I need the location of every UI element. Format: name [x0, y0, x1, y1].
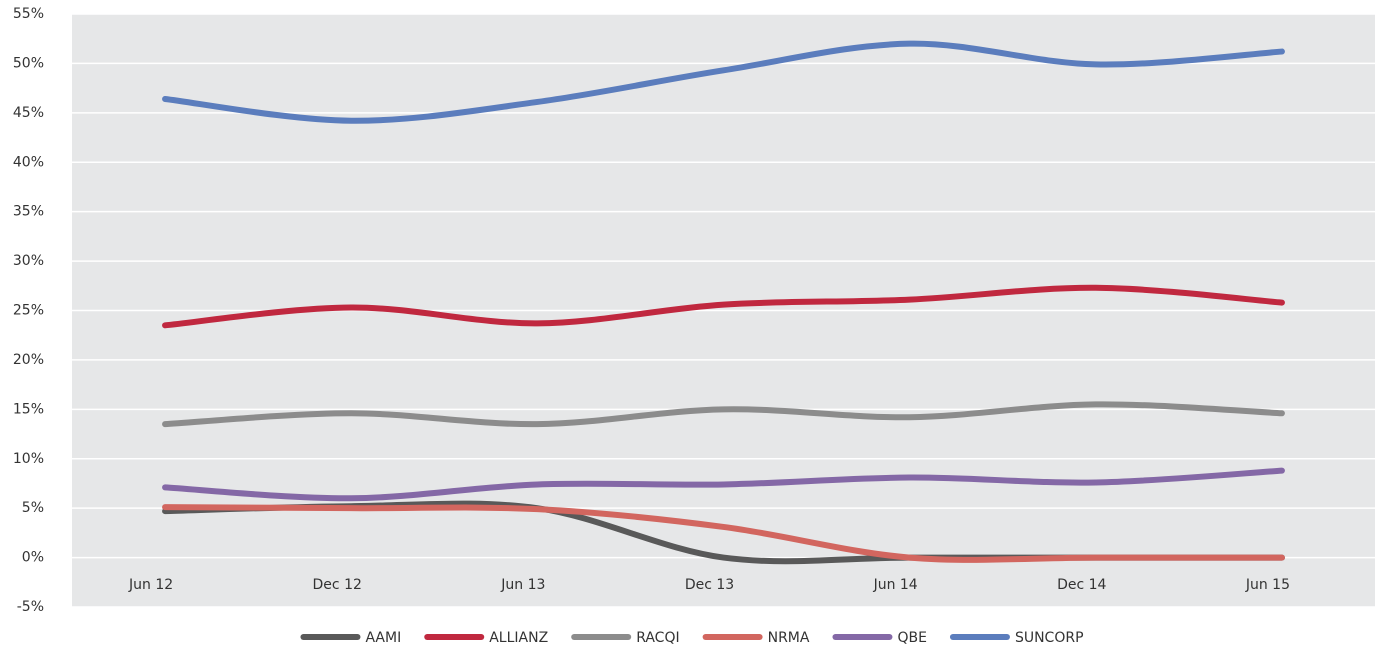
legend-label: QBE [897, 630, 926, 646]
x-tick-label: Jun 15 [1245, 577, 1290, 593]
legend-label: NRMA [768, 630, 810, 646]
series-line [162, 40, 1285, 124]
y-tick-label: 50% [13, 55, 44, 71]
y-tick-label: 10% [13, 451, 44, 467]
y-tick-label: 5% [22, 500, 44, 516]
x-tick-label: Dec 14 [1057, 577, 1106, 593]
y-tick-label: -5% [17, 599, 44, 615]
legend-label: AAMI [365, 630, 401, 646]
y-tick-label: 40% [13, 154, 44, 170]
series-line [162, 401, 1285, 428]
series-line [162, 504, 1285, 563]
legend-label: SUNCORP [1015, 630, 1084, 646]
y-tick-label: 0% [22, 550, 44, 566]
y-tick-label: 35% [13, 204, 44, 220]
y-tick-label: 55% [13, 6, 44, 22]
y-tick-label: 25% [13, 303, 44, 319]
y-tick-label: 15% [13, 401, 44, 417]
series-line [162, 467, 1285, 502]
series-line [162, 284, 1285, 329]
x-tick-label: Jun 13 [500, 577, 545, 593]
legend-label: ALLIANZ [489, 630, 548, 646]
x-tick-label: Jun 14 [873, 577, 918, 593]
y-tick-label: 45% [13, 105, 44, 121]
y-tick-label: 20% [13, 352, 44, 368]
x-tick-label: Jun 12 [128, 577, 173, 593]
x-tick-label: Dec 13 [685, 577, 734, 593]
legend-label: RACQI [636, 630, 679, 646]
y-tick-label: 30% [13, 253, 44, 269]
x-tick-label: Dec 12 [313, 577, 362, 593]
